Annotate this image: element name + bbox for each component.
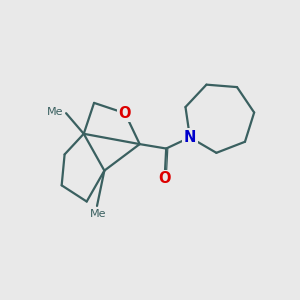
Text: Me: Me [90, 209, 107, 219]
Text: O: O [158, 171, 171, 186]
Text: O: O [119, 106, 131, 121]
Text: N: N [184, 130, 196, 145]
Text: Me: Me [46, 107, 63, 117]
